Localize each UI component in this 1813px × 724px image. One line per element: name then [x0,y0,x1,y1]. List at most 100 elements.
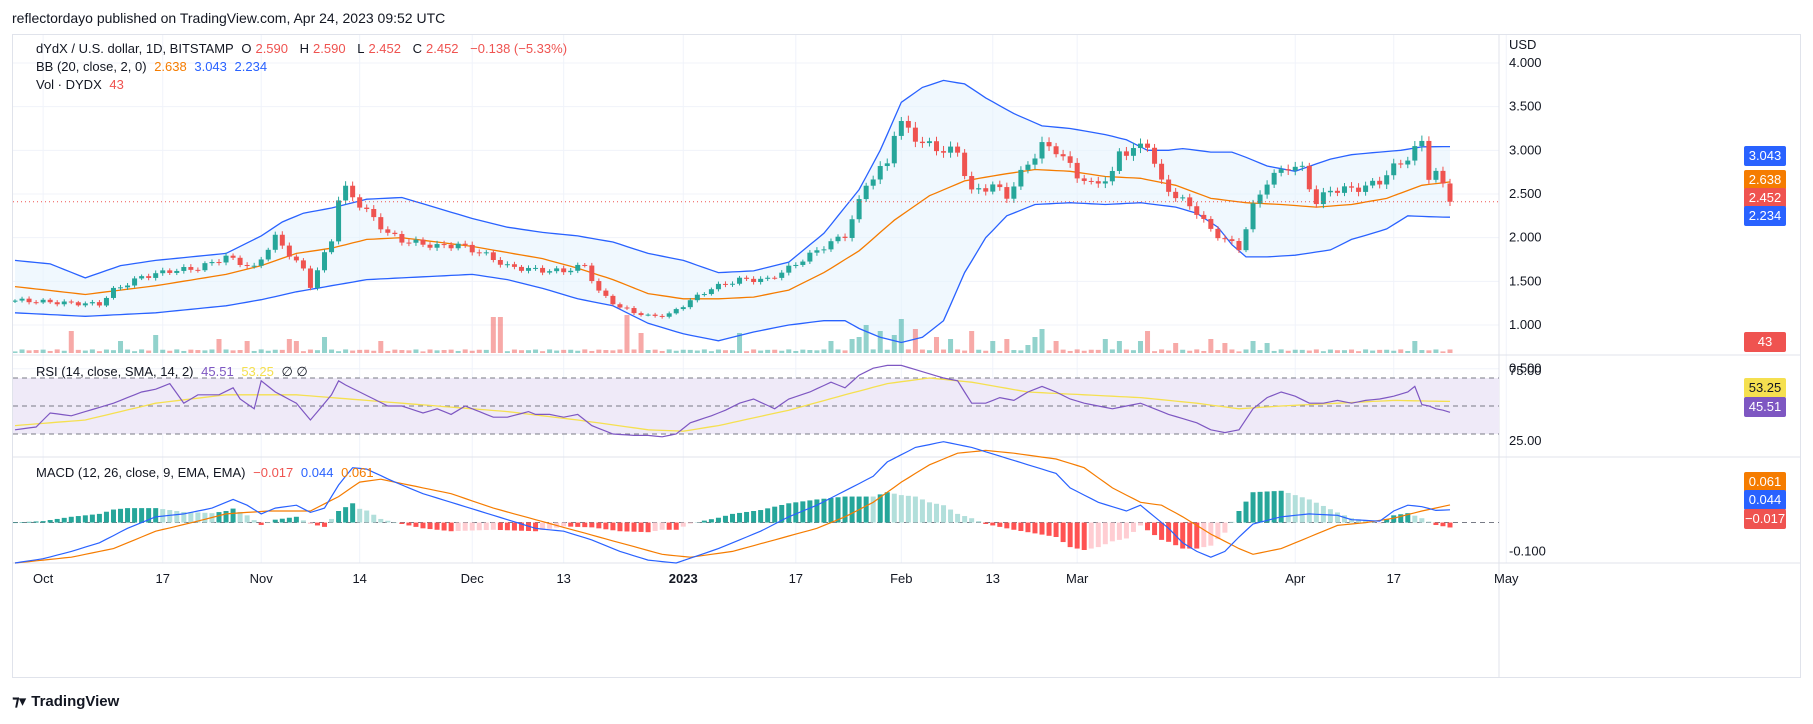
candle-body [434,244,440,248]
bb-lower-value: 2.234 [234,59,268,74]
candle-body [336,200,342,242]
candle-body [26,298,32,303]
macd-histogram-bar [779,504,785,523]
volume-bar [1004,339,1010,353]
time-tick-label: Nov [250,571,274,586]
macd-histogram-bar [540,522,546,531]
candle-body [251,265,257,267]
bb-lower-badge: 2.234 [1744,206,1786,226]
rsi-value: 45.51 [201,364,234,379]
macd-histogram-bar [19,522,25,523]
macd-histogram-bar [33,521,39,523]
macd-histogram-bar [701,520,707,523]
candle-body [89,302,95,304]
volume-bar [694,350,700,353]
macd-histogram-bar [1152,522,1158,536]
candle-body [617,304,623,308]
candle-body [110,287,116,298]
chart-frame[interactable]: USD 4.000 3.500 3.000 2.500 2.000 1.500 1.000 0.… [12,34,1801,678]
candle-body [1306,165,1312,190]
macd-histogram-bar [139,508,145,523]
time-tick-label: 17 [1386,571,1400,586]
volume-bar [47,350,53,353]
macd-histogram-bar [617,522,623,532]
macd-legend[interactable]: MACD (12, 26, close, 9, EMA, EMA) −0.017… [36,465,378,480]
macd-histogram-bar [1292,495,1298,523]
macd-histogram-bar [912,496,918,523]
bb-legend[interactable]: BB (20, close, 2, 0) 2.638 3.043 2.234 [36,59,271,74]
candle-body [701,294,707,296]
bb-upper-value: 3.043 [194,59,227,74]
macd-histogram-bar [1137,522,1143,526]
volume-bar [1130,350,1136,353]
macd-histogram-bar [146,508,152,523]
candle-body [1370,180,1376,186]
volume-bar [96,351,102,353]
macd-histogram-bar [68,516,74,523]
candle-body [863,185,869,200]
volume-bar [497,317,503,353]
volume-bar [737,333,743,353]
candle-body [188,267,194,270]
macd-histogram-bar [765,508,771,523]
macd-label: MACD (12, 26, close, 9, EMA, EMA) [36,465,246,480]
macd-histogram-bar [336,511,342,523]
volume-bar [82,350,88,353]
volume-bar [139,349,145,353]
macd-histogram-bar [181,511,187,523]
candle-body [905,121,911,128]
volume-bar [230,350,236,353]
macd-histogram-bar [385,520,391,523]
macd-histogram-bar [251,520,257,523]
time-tick-label: Oct [33,571,54,586]
candle-body [1398,163,1404,165]
rsi-line [14,364,1451,438]
volume-bar [75,349,81,353]
macd-histogram-bar [103,511,109,523]
volume-bar [856,337,862,353]
candle-body [265,249,271,260]
candle-body [638,313,644,316]
candle-body [561,268,567,273]
volume-bar [181,350,187,353]
macd-histogram-bar [420,522,426,529]
macd-histogram-bar [715,517,721,523]
macd-histogram-bar [1433,522,1439,526]
volume-bar [1285,350,1291,353]
volume-bar [575,350,581,353]
macd-histogram-bar [427,522,433,530]
candle-body [160,270,166,274]
macd-signal-badge: 0.061 [1744,472,1786,492]
candle-body [1145,143,1151,148]
rsi-legend[interactable]: RSI (14, close, SMA, 14, 2) 45.51 53.25 … [36,364,312,380]
candle-body [209,262,215,264]
volume-bar [118,341,124,353]
volume-bar [666,349,672,353]
candle-body [1180,197,1186,199]
candle-body [82,303,88,306]
volume-bar [687,349,693,353]
candle-body [568,270,574,273]
macd-histogram-bar [568,522,574,527]
macd-histogram-bar [357,508,363,523]
candle-body [610,295,616,305]
macd-histogram-bar [751,511,757,523]
vol-legend[interactable]: Vol · DYDX 43 [36,77,128,92]
candle-body [132,278,138,286]
bb-basis-badge: 2.638 [1744,170,1786,190]
chart-svg[interactable]: USD 4.000 3.500 3.000 2.500 2.000 1.500 1.000 0.… [13,35,1800,677]
volume-bar [645,350,651,353]
macd-histogram-bar [1032,522,1038,534]
candle-body [765,277,771,279]
volume-bar [955,349,961,353]
footer-brand[interactable]: ⁊▾ TradingView [12,692,119,711]
macd-histogram-bar [469,522,475,531]
candle-body [462,243,468,245]
macd-histogram-bar [195,512,201,523]
volume-bar [1025,345,1031,353]
macd-histogram-bar [1081,522,1087,550]
candle-body [1285,169,1291,171]
volume-bar [1370,350,1376,353]
volume-bar [1447,349,1453,353]
macd-histogram-bar [1004,522,1010,529]
